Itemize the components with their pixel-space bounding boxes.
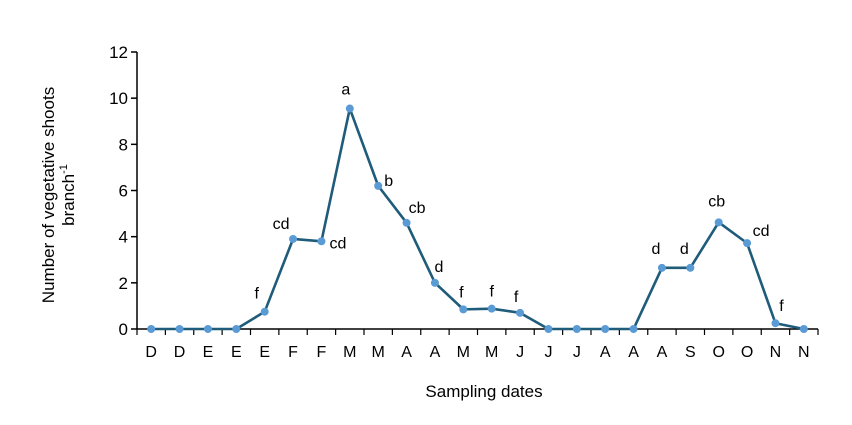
x-tick-label: F — [288, 344, 298, 361]
data-point — [572, 325, 581, 333]
y-axis-title: Number of vegetative shoots branch-1 — [39, 87, 78, 303]
significance-label: f — [489, 284, 494, 301]
data-point — [289, 234, 298, 243]
y-tick-label: 6 — [119, 182, 128, 201]
x-tick-label: E — [259, 344, 270, 361]
series-group — [147, 104, 808, 333]
data-point — [345, 104, 354, 113]
significance-label: a — [341, 82, 350, 99]
x-tick-label: D — [145, 344, 157, 361]
significance-label: cd — [329, 235, 346, 252]
data-point — [147, 325, 156, 333]
significance-label: b — [384, 173, 393, 190]
x-tick-label: A — [401, 344, 412, 361]
data-point — [714, 218, 723, 227]
y-ticks: 0 2 4 6 8 10 12 — [109, 43, 137, 339]
data-point — [771, 319, 780, 328]
y-tick-label: 2 — [119, 274, 128, 293]
x-tick-label: M — [457, 344, 470, 361]
data-point — [629, 325, 638, 333]
x-axis-title: Sampling dates — [425, 382, 542, 401]
x-tick-label: F — [317, 344, 327, 361]
data-point — [601, 325, 610, 333]
data-point — [743, 239, 752, 248]
significance-label: d — [651, 241, 660, 258]
y-tick-label: 4 — [119, 228, 128, 247]
x-tick-label: E — [203, 344, 214, 361]
data-point — [487, 304, 496, 313]
y-tick-label: 10 — [109, 89, 128, 108]
data-point — [686, 263, 695, 272]
significance-label: cd — [273, 216, 290, 233]
data-point — [232, 325, 241, 333]
x-tick-label: S — [685, 344, 696, 361]
significance-label: f — [779, 298, 784, 315]
y-axis-title-unit-exponent: -1 — [58, 164, 70, 174]
x-tick-label: O — [741, 344, 753, 361]
x-tick-label: M — [343, 344, 356, 361]
x-tick-label: A — [430, 344, 441, 361]
x-tick-label: O — [712, 344, 724, 361]
data-point — [175, 325, 184, 333]
x-tick-label: J — [516, 344, 524, 361]
significance-label: f — [514, 289, 519, 306]
y-axis-title-unit: branch — [59, 174, 78, 226]
significance-label: f — [254, 286, 259, 303]
x-tick-label: D — [174, 344, 186, 361]
data-point — [317, 237, 326, 246]
data-point — [203, 325, 212, 333]
x-tick-label: J — [544, 344, 552, 361]
x-tick-label: E — [231, 344, 242, 361]
significance-label: d — [680, 241, 689, 258]
y-axis-title-line1: Number of vegetative shoots — [39, 87, 58, 303]
x-tick-label: N — [770, 344, 782, 361]
y-tick-label: 0 — [119, 320, 128, 339]
data-point — [544, 325, 553, 333]
data-point — [260, 307, 269, 316]
data-point — [402, 218, 411, 227]
data-point — [516, 308, 525, 317]
significance-label: cd — [753, 223, 770, 240]
data-point — [374, 181, 383, 190]
data-point — [459, 305, 468, 314]
significance-label: cb — [409, 200, 426, 217]
significance-label: f — [459, 284, 464, 301]
series-line — [151, 107, 805, 331]
data-point — [799, 325, 808, 333]
y-axis-title-line2: branch-1 — [58, 164, 78, 226]
x-tick-label: N — [798, 344, 810, 361]
y-tick-label: 12 — [109, 43, 128, 62]
data-point — [657, 263, 666, 272]
data-point — [430, 278, 439, 287]
x-tick-label: J — [573, 344, 581, 361]
x-tick-label: A — [657, 344, 668, 361]
x-tick-label: A — [600, 344, 611, 361]
significance-label: d — [434, 259, 443, 276]
x-tick-label: M — [372, 344, 385, 361]
significance-label: cb — [708, 193, 725, 210]
x-tick-label: M — [485, 344, 498, 361]
y-tick-label: 8 — [119, 135, 128, 154]
y-axis: 0 2 4 6 8 10 12 — [109, 43, 138, 339]
x-tick-label: A — [628, 344, 639, 361]
